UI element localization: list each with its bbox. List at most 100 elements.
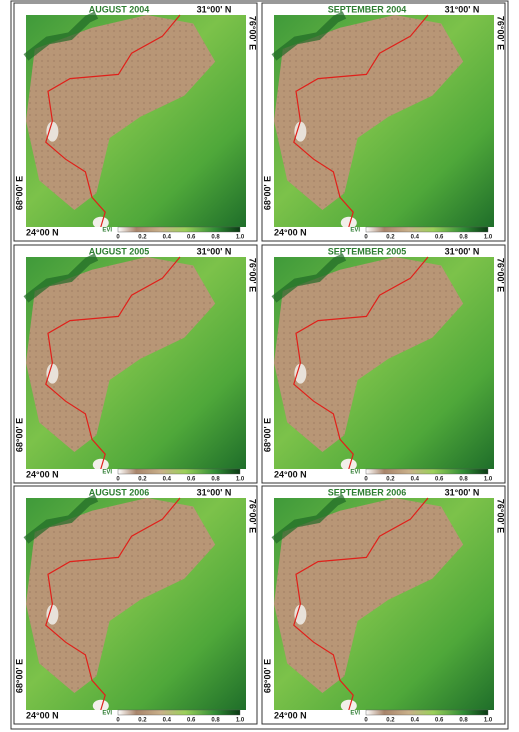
legend-tick: 0.8 <box>459 235 468 241</box>
legend-tick: 0 <box>364 235 368 241</box>
legend-tick: 0.2 <box>386 235 395 241</box>
river-belt <box>271 494 347 544</box>
lon-left: 68°00' E <box>262 418 272 452</box>
salt-patch <box>294 604 307 625</box>
lat-bottom: 24°00 N <box>26 469 59 479</box>
lon-right: 76°00' E <box>496 258 506 292</box>
lon-left: 68°00' E <box>262 176 272 210</box>
legend-tick: 0.8 <box>211 477 220 483</box>
legend-tick: 0 <box>116 477 120 483</box>
panel: SEPTEMBER 2006 31°00' N 76°00' E 68°00' E 24… <box>261 485 506 725</box>
salt-patch <box>340 699 357 712</box>
legend-label: EVI <box>102 470 112 476</box>
salt-patch <box>46 363 59 384</box>
lon-right: 76°00' E <box>248 499 258 533</box>
arid-texture <box>274 257 464 452</box>
boundary <box>45 497 181 711</box>
river-belt <box>271 11 347 61</box>
panel-title: AUGUST 2006 <box>89 487 150 497</box>
panel-title: SEPTEMBER 2005 <box>328 246 407 256</box>
color-bar <box>117 709 241 716</box>
legend-tick: 0.2 <box>138 718 147 724</box>
legend-tick: 0.8 <box>211 718 220 724</box>
panel: SEPTEMBER 2005 31°00' N 76°00' E 68°00' E 24… <box>261 244 506 484</box>
legend-tick: 0.4 <box>163 235 172 241</box>
legend-tick: 1.0 <box>484 235 493 241</box>
river-belt <box>23 494 99 544</box>
color-bar <box>365 226 489 233</box>
arid-texture <box>26 498 216 693</box>
legend-label: EVI <box>350 228 360 234</box>
legend-tick: 1.0 <box>236 235 245 241</box>
legend-tick: 0.4 <box>163 718 172 724</box>
legend-tick: 0.6 <box>187 718 196 724</box>
panel: AUGUST 2005 31°00' N 76°00' E 68°00' E 24°00… <box>13 244 258 484</box>
salt-patch <box>92 458 109 471</box>
legend-tick: 0.8 <box>211 235 220 241</box>
arid-texture <box>274 498 464 693</box>
color-bar <box>365 468 489 475</box>
arid-texture <box>274 15 464 210</box>
legend-tick: 0 <box>364 477 368 483</box>
lon-right: 76°00' E <box>248 16 258 50</box>
legend-tick: 0.4 <box>411 718 420 724</box>
legend-tick: 1.0 <box>236 718 245 724</box>
salt-patch <box>92 699 109 712</box>
salt-patch <box>294 363 307 384</box>
lon-right: 76°00' E <box>248 258 258 292</box>
lat-bottom: 24°00 N <box>26 710 59 720</box>
legend-tick: 0 <box>116 235 120 241</box>
lon-left: 68°00' E <box>14 418 24 452</box>
lon-right: 76°00' E <box>496 16 506 50</box>
lat-bottom: 24°00 N <box>274 469 307 479</box>
legend-tick: 0.4 <box>411 477 420 483</box>
salt-patch <box>340 458 357 471</box>
legend-tick: 0 <box>116 718 120 724</box>
lon-left: 68°00' E <box>14 176 24 210</box>
salt-patch <box>92 216 109 229</box>
legend-label: EVI <box>350 470 360 476</box>
legend-tick: 0.8 <box>459 477 468 483</box>
lon-left: 68°00' E <box>14 659 24 693</box>
lat-top: 31°00' N <box>197 487 232 497</box>
lon-right: 76°00' E <box>496 499 506 533</box>
river-belt <box>271 253 347 303</box>
lat-bottom: 24°00 N <box>274 710 307 720</box>
legend-tick: 0.2 <box>386 477 395 483</box>
color-bar <box>365 709 489 716</box>
legend-tick: 0.8 <box>459 718 468 724</box>
color-bar <box>117 226 241 233</box>
panel: AUGUST 2006 31°00' N 76°00' E 68°00' E 24°00… <box>13 485 258 725</box>
lat-top: 31°00' N <box>445 4 480 14</box>
lat-bottom: 24°00 N <box>26 227 59 237</box>
river-belt <box>23 11 99 61</box>
legend-tick: 0.6 <box>435 235 444 241</box>
legend-tick: 0 <box>364 718 368 724</box>
lat-top: 31°00' N <box>445 246 480 256</box>
boundary <box>293 256 429 470</box>
panel-title: AUGUST 2004 <box>89 4 150 14</box>
salt-patch <box>294 121 307 142</box>
salt-patch <box>46 604 59 625</box>
legend-label: EVI <box>102 228 112 234</box>
arid-texture <box>26 15 216 210</box>
panel-title: AUGUST 2005 <box>89 246 150 256</box>
legend-label: EVI <box>350 711 360 717</box>
legend-tick: 1.0 <box>236 477 245 483</box>
salt-patch <box>340 216 357 229</box>
panel-title: SEPTEMBER 2006 <box>328 487 407 497</box>
panel: SEPTEMBER 2004 31°00' N 76°00' E 68°00' E 24… <box>261 2 506 242</box>
boundary <box>293 14 429 228</box>
boundary <box>45 14 181 228</box>
legend-tick: 0.2 <box>138 235 147 241</box>
legend-tick: 0.6 <box>187 477 196 483</box>
salt-patch <box>46 121 59 142</box>
lat-bottom: 24°00 N <box>274 227 307 237</box>
frame <box>10 0 509 730</box>
legend-tick: 0.4 <box>411 235 420 241</box>
legend-tick: 1.0 <box>484 718 493 724</box>
legend-tick: 0.6 <box>435 718 444 724</box>
river-belt <box>23 253 99 303</box>
legend-tick: 1.0 <box>484 477 493 483</box>
